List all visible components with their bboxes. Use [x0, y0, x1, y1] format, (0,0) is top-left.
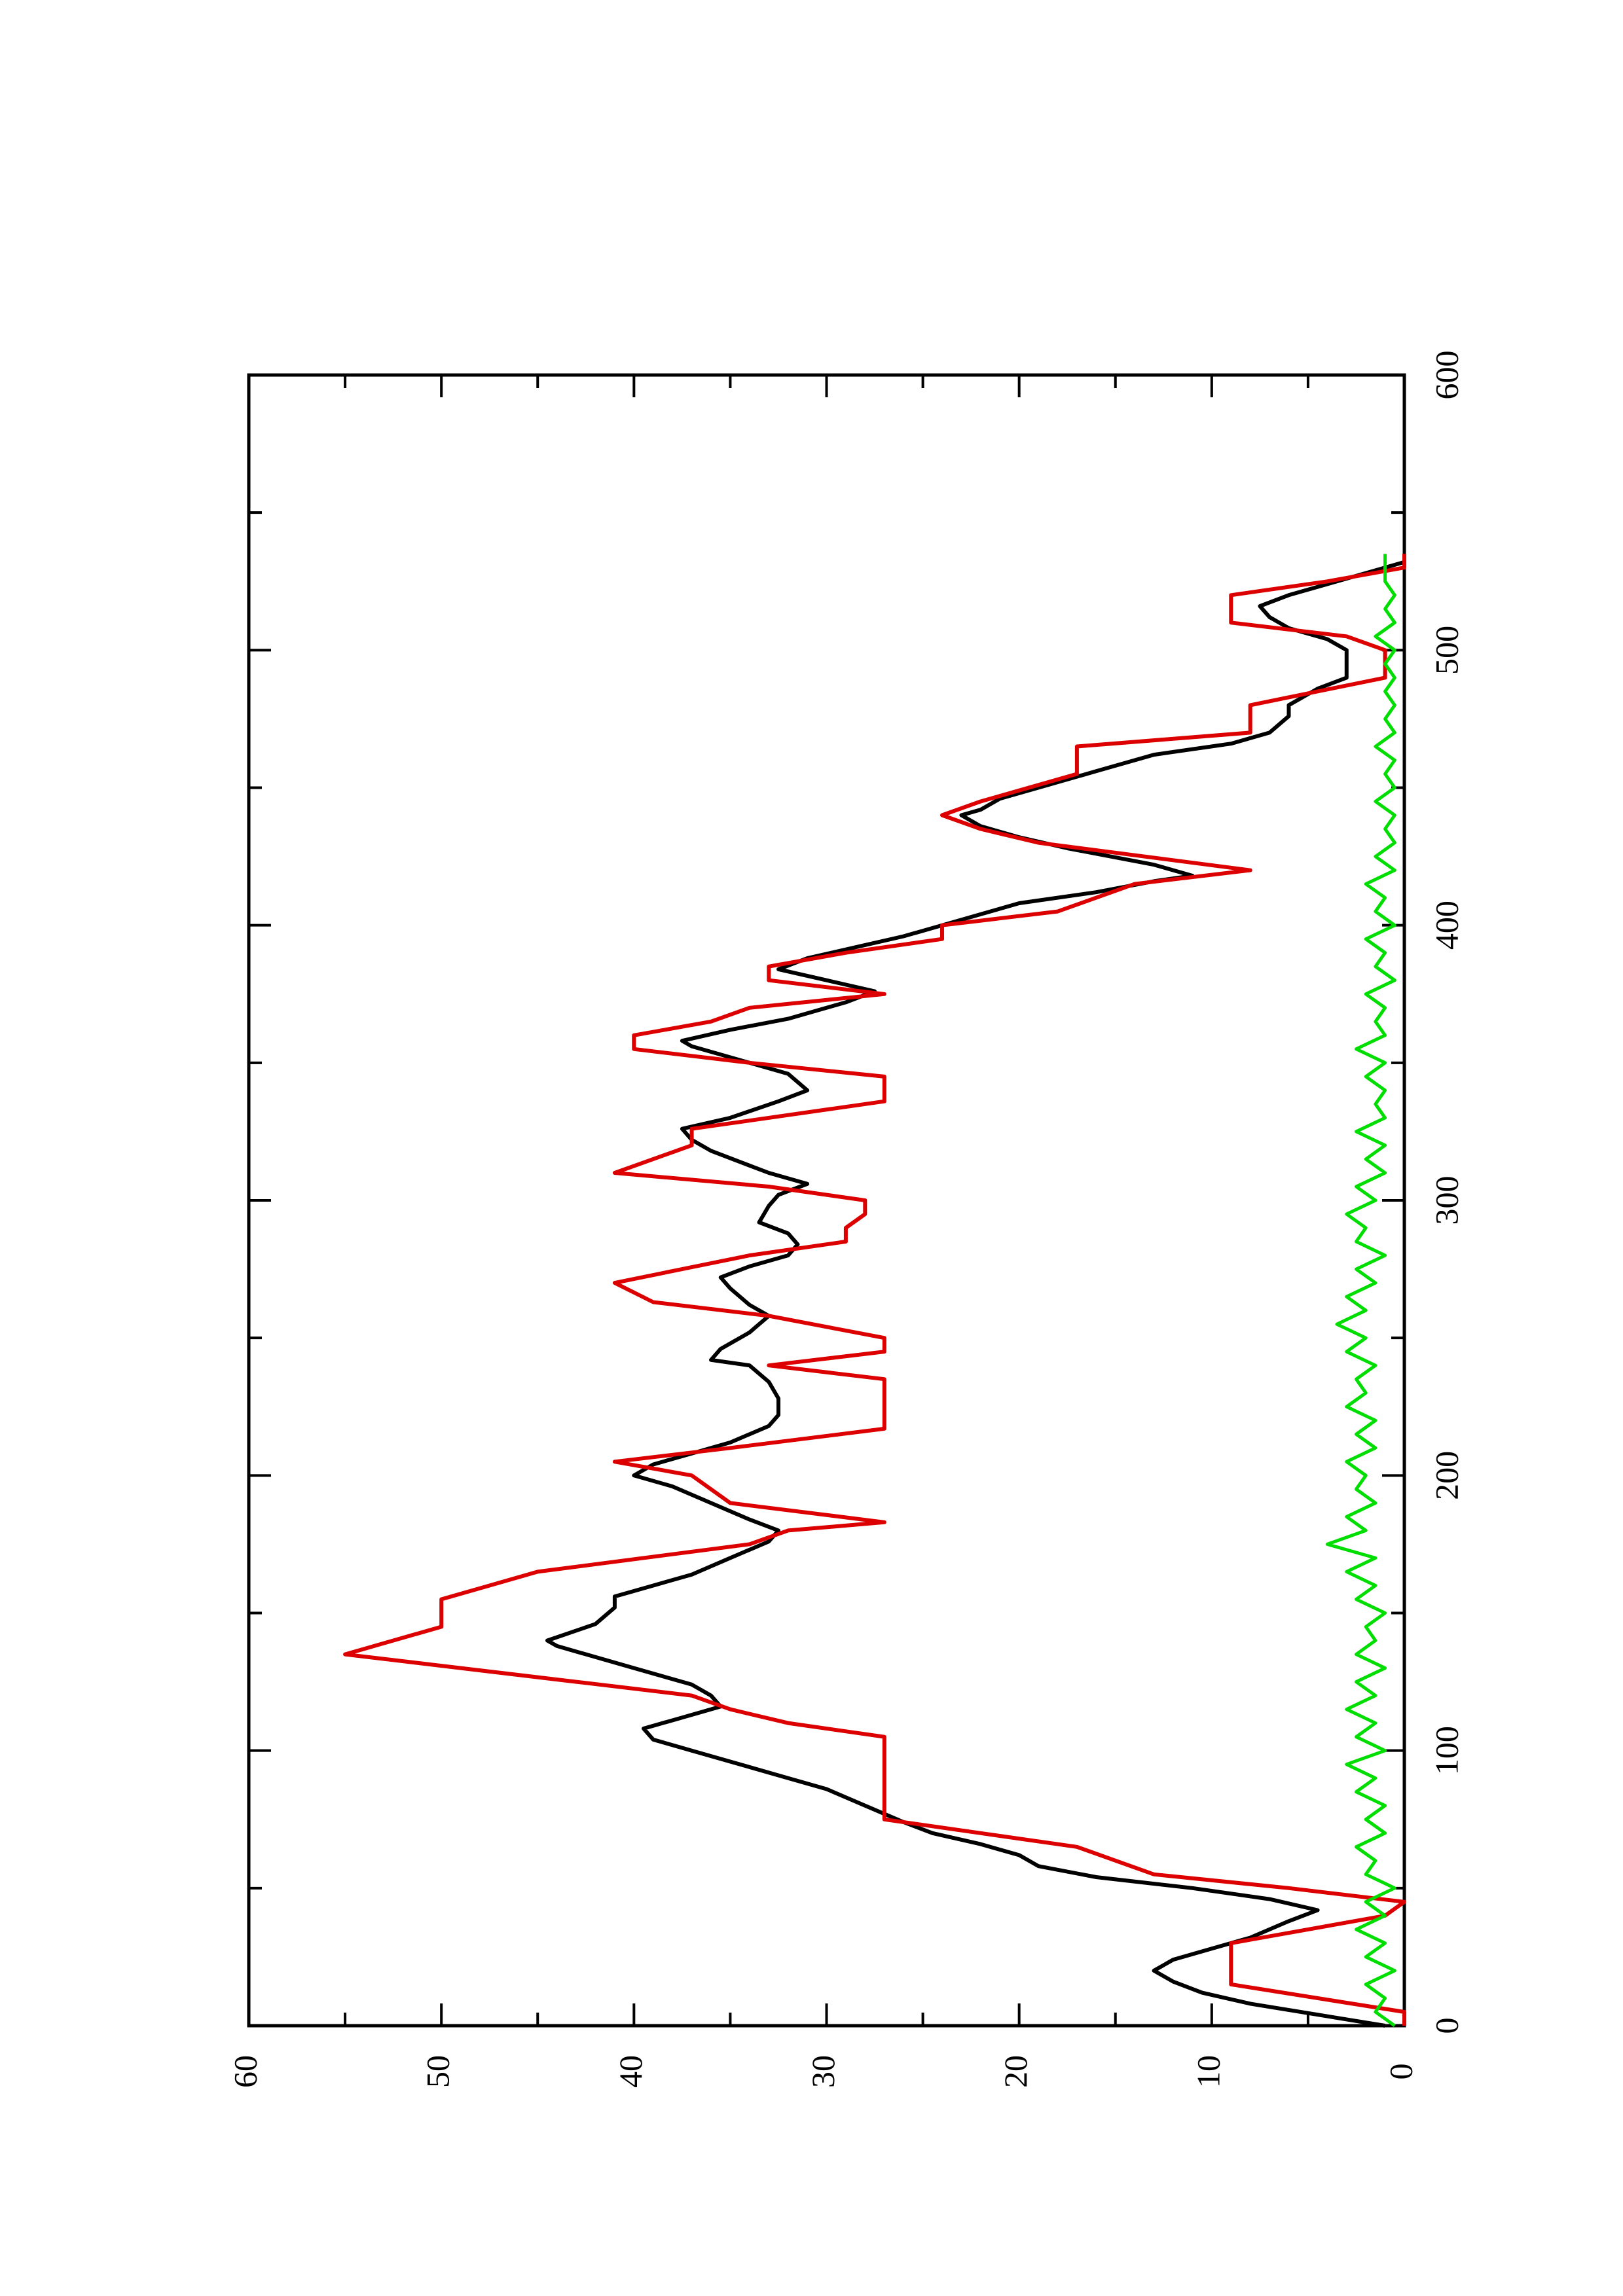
y-tick-label: 0	[1382, 2064, 1419, 2080]
tick-labels: 0 100 200 300 400 500 600 0 10 20 30 40 50 60	[227, 351, 1465, 2089]
y-tick-label: 50	[420, 2055, 456, 2088]
x-tick-label: 600	[1428, 351, 1465, 400]
x-tick-label: 400	[1428, 901, 1465, 950]
y-tick-label: 60	[227, 2055, 263, 2088]
x-tick-label: 100	[1428, 1726, 1465, 1775]
series-line-3	[1325, 554, 1396, 2028]
y-tick-label: 10	[1190, 2055, 1226, 2088]
x-tick-label: 500	[1428, 626, 1465, 675]
series-layer	[343, 554, 1406, 2028]
series-line-1	[545, 556, 1406, 2028]
axis-ticks	[247, 374, 1406, 2027]
y-tick-label: 20	[997, 2055, 1034, 2088]
y-tick-label: 40	[612, 2055, 649, 2088]
series-line-2	[343, 554, 1406, 2026]
x-tick-label: 300	[1428, 1176, 1465, 1225]
y-tick-label: 30	[805, 2055, 841, 2088]
x-tick-label: 0	[1428, 2018, 1465, 2034]
x-tick-label: 200	[1428, 1451, 1465, 1500]
